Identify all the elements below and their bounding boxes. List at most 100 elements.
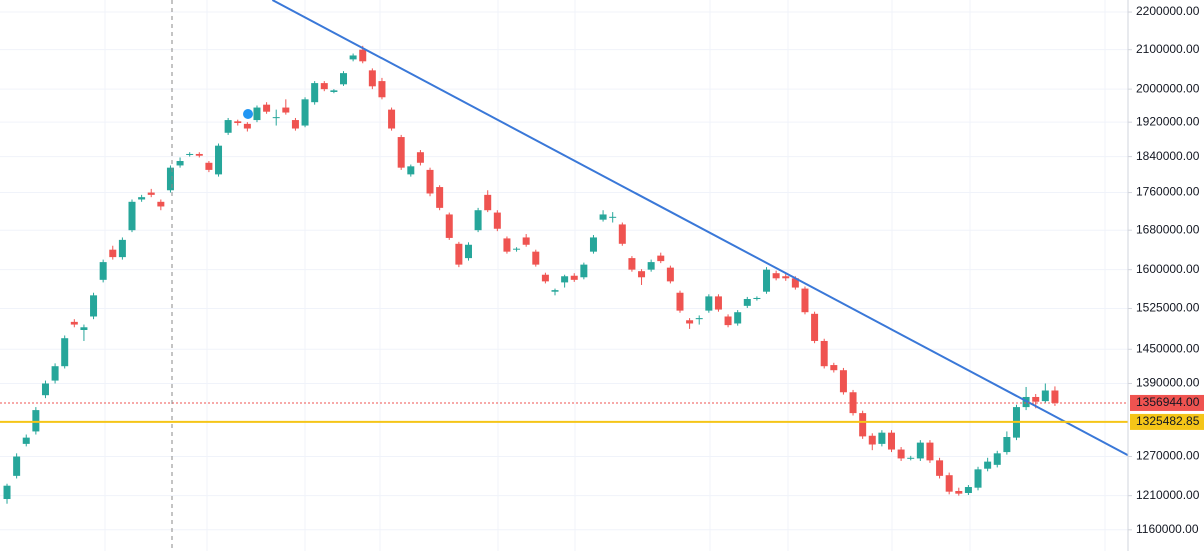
candle-body xyxy=(90,295,98,317)
candle-body xyxy=(455,243,463,265)
candle-body xyxy=(22,437,30,444)
candle-body xyxy=(801,288,809,313)
candle-body xyxy=(561,276,569,283)
candle-body xyxy=(1032,396,1040,402)
candle-body xyxy=(1003,437,1011,453)
candle-body xyxy=(138,197,146,200)
candle-body xyxy=(686,320,694,324)
candle-body xyxy=(753,297,761,300)
candle-body xyxy=(811,313,819,341)
candle-body xyxy=(503,238,511,252)
y-tick-label: 1270000.00 xyxy=(1136,449,1200,463)
candle-body xyxy=(51,366,59,381)
candle-body xyxy=(272,117,280,119)
candle-body xyxy=(157,201,165,207)
candle-body xyxy=(41,383,49,396)
y-tick-label: 1680000.00 xyxy=(1136,222,1200,236)
candle-body xyxy=(763,269,771,292)
candle-body xyxy=(772,273,780,279)
candle-body xyxy=(955,490,963,494)
price-label: 1325482.85 xyxy=(1136,414,1200,428)
candle-body xyxy=(868,435,876,445)
candle-body xyxy=(282,107,290,113)
candle-body xyxy=(599,214,607,220)
candle-body xyxy=(70,321,78,325)
y-tick-label: 1450000.00 xyxy=(1136,341,1200,355)
candle-body xyxy=(61,338,69,367)
candle-body xyxy=(243,123,251,129)
candle-body xyxy=(782,276,790,279)
candle-body xyxy=(522,237,530,245)
candle-body xyxy=(368,70,376,87)
candle-body xyxy=(464,244,472,259)
candle-body xyxy=(436,187,444,208)
candle-body xyxy=(609,216,617,218)
candle-body xyxy=(705,296,713,311)
candle-body xyxy=(128,201,136,231)
candle-body xyxy=(166,167,174,191)
candle-body xyxy=(993,453,1001,465)
candle-body xyxy=(397,137,405,168)
candle-body xyxy=(320,83,328,90)
y-tick-label: 1525000.00 xyxy=(1136,301,1200,315)
trend-line xyxy=(271,0,1129,457)
candle-body xyxy=(570,275,578,280)
candle-body xyxy=(666,267,674,282)
candle-body xyxy=(926,442,934,461)
candle-body xyxy=(301,99,309,126)
candle-body xyxy=(215,145,223,175)
candle-body xyxy=(532,251,540,265)
candle-body xyxy=(541,274,549,282)
y-tick-label: 1210000.00 xyxy=(1136,488,1200,502)
candle-body xyxy=(1041,390,1049,402)
candle-body xyxy=(839,370,847,393)
y-tick-label: 1600000.00 xyxy=(1136,262,1200,276)
y-tick-label: 1390000.00 xyxy=(1136,376,1200,390)
alert-marker[interactable] xyxy=(243,109,253,119)
candle-body xyxy=(984,461,992,469)
candle-body xyxy=(676,292,684,311)
candle-body xyxy=(964,487,972,493)
candle-body xyxy=(3,485,11,500)
candle-body xyxy=(195,153,203,156)
candle-body xyxy=(359,49,367,62)
candle-body xyxy=(80,327,88,330)
candle-body xyxy=(618,224,626,244)
candle-body xyxy=(109,249,117,258)
candle-body xyxy=(484,194,492,211)
candle-body xyxy=(936,460,944,476)
candle-body xyxy=(589,237,597,252)
y-tick-label: 1920000.00 xyxy=(1136,114,1200,128)
candle-body xyxy=(263,104,271,112)
vertical-grid xyxy=(104,0,1106,551)
price-label-bg xyxy=(1130,394,1204,411)
candle-body xyxy=(253,107,261,121)
candle-body xyxy=(224,120,232,133)
candle-body xyxy=(638,271,646,278)
candle-body xyxy=(878,432,886,444)
candle-body xyxy=(907,457,915,459)
candle-body xyxy=(695,318,703,320)
candle-body xyxy=(388,109,396,129)
candle-body xyxy=(945,475,953,492)
candle-body xyxy=(99,262,107,280)
candle-body xyxy=(628,258,636,270)
candle-body xyxy=(743,299,751,306)
candle-body xyxy=(820,340,828,367)
y-tick-label: 2000000.00 xyxy=(1136,81,1200,95)
candle-body xyxy=(378,81,386,98)
candle-body xyxy=(513,248,521,250)
candle-body xyxy=(859,413,867,437)
candle-body xyxy=(311,83,319,103)
candle-body xyxy=(234,121,242,124)
candle-body xyxy=(1051,390,1059,403)
candle-body xyxy=(916,442,924,459)
candle-body xyxy=(474,210,482,231)
candle-body xyxy=(551,290,559,292)
candle-body xyxy=(830,365,838,371)
candle-body xyxy=(186,153,194,155)
candle-body xyxy=(714,296,722,310)
candle-body xyxy=(330,90,338,92)
